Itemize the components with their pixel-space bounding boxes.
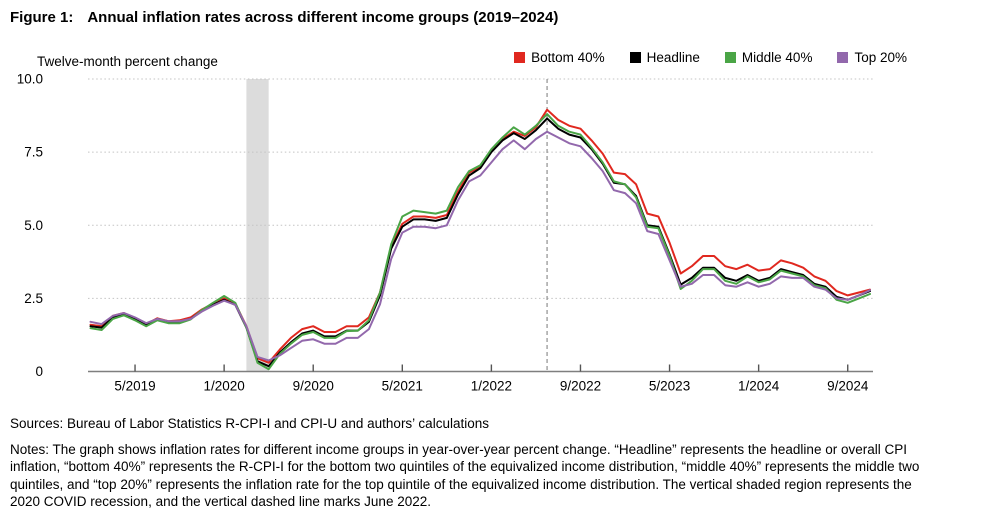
legend-swatch-icon — [514, 52, 526, 63]
y-axis-unit-label: Twelve-month percent change — [37, 54, 218, 69]
series-line-top-20 — [89, 130, 871, 362]
x-tick-label: 5/2021 — [382, 379, 423, 394]
sources-note: Sources: Bureau of Labor Statistics R-CP… — [10, 416, 489, 431]
x-tick-label: 9/2022 — [560, 379, 601, 394]
x-tick-label: 5/2023 — [649, 379, 690, 394]
series-line-headline — [89, 117, 871, 368]
legend-label: Bottom 40% — [531, 50, 605, 65]
legend-swatch-icon — [837, 52, 849, 63]
legend-label: Middle 40% — [741, 50, 813, 65]
chart-legend: Bottom 40% Headline Middle 40% Top 20% — [514, 50, 907, 65]
x-tick-label: 1/2020 — [203, 379, 244, 394]
legend-item-top-20: Top 20% — [837, 50, 907, 65]
y-tick-label: 7.5 — [24, 145, 43, 160]
x-tick-label: 5/2019 — [114, 379, 155, 394]
series-line-middle-40 — [89, 113, 871, 371]
legend-label: Headline — [646, 50, 700, 65]
legend-item-headline: Headline — [629, 50, 700, 65]
figure-title-text: Annual inflation rates across different … — [87, 9, 559, 26]
legend-item-bottom-40: Bottom 40% — [514, 50, 605, 65]
x-tick-label: 9/2024 — [827, 379, 869, 394]
y-tick-label: 10.0 — [17, 72, 43, 87]
legend-item-middle-40: Middle 40% — [724, 50, 813, 65]
figure-label: Figure 1: — [10, 9, 74, 26]
series-line-bottom-40 — [89, 108, 871, 364]
figure-title: Figure 1: Annual inflation rates across d… — [10, 9, 558, 26]
x-tick-label: 9/2020 — [293, 379, 334, 394]
inflation-line-chart: 0 2.5 5.0 7.5 10.0 5/2019 1/2020 9/2020 5/2021 1/… — [17, 72, 873, 394]
legend-swatch-icon — [629, 52, 641, 63]
x-tick-label: 1/2022 — [471, 379, 512, 394]
notes-paragraph: Notes: The graph shows inflation rates f… — [10, 442, 920, 510]
legend-label: Top 20% — [854, 50, 907, 65]
x-tick-label: 1/2024 — [738, 379, 780, 394]
legend-swatch-icon — [724, 52, 736, 63]
y-tick-label: 5.0 — [24, 218, 43, 233]
y-tick-label: 0 — [35, 364, 43, 379]
y-tick-label: 2.5 — [24, 291, 43, 306]
